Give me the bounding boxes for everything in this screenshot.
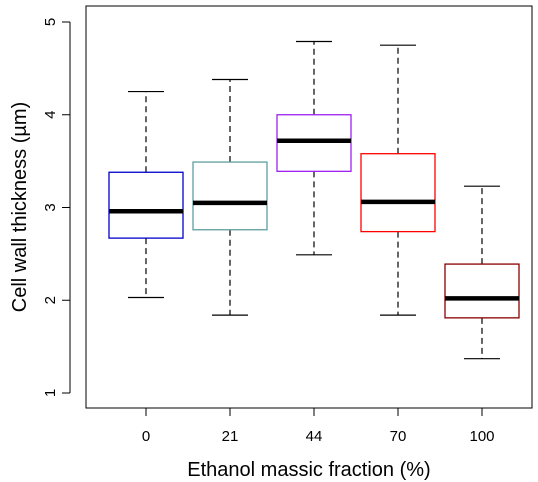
- x-tick-label: 70: [390, 428, 407, 445]
- box-44: [276, 40, 352, 256]
- y-tick-label: 4: [42, 111, 59, 119]
- box-100: [444, 185, 520, 360]
- iqr-box: [192, 161, 268, 231]
- x-axis: 0 21 44 70 100: [142, 407, 495, 445]
- box-0: [108, 90, 184, 299]
- x-tick-label: 100: [469, 428, 494, 445]
- y-tick-label: 1: [42, 389, 59, 397]
- x-tick-label: 21: [222, 428, 239, 445]
- y-tick-label: 5: [42, 18, 59, 26]
- x-tick-label: 0: [142, 428, 150, 445]
- iqr-box: [108, 171, 184, 239]
- y-axis-title: Cell wall thickness (µm): [9, 102, 31, 312]
- box-series: [108, 40, 520, 360]
- x-axis-title: Ethanol massic fraction (%): [187, 459, 430, 481]
- box-21: [192, 78, 268, 316]
- box-70: [360, 44, 436, 316]
- iqr-box: [276, 114, 352, 172]
- iqr-box: [360, 153, 436, 233]
- y-axis: 1 2 3 4 5: [42, 18, 71, 397]
- y-tick-label: 3: [42, 203, 59, 211]
- y-tick-label: 2: [42, 296, 59, 304]
- x-tick-label: 44: [306, 428, 323, 445]
- iqr-box: [444, 263, 520, 319]
